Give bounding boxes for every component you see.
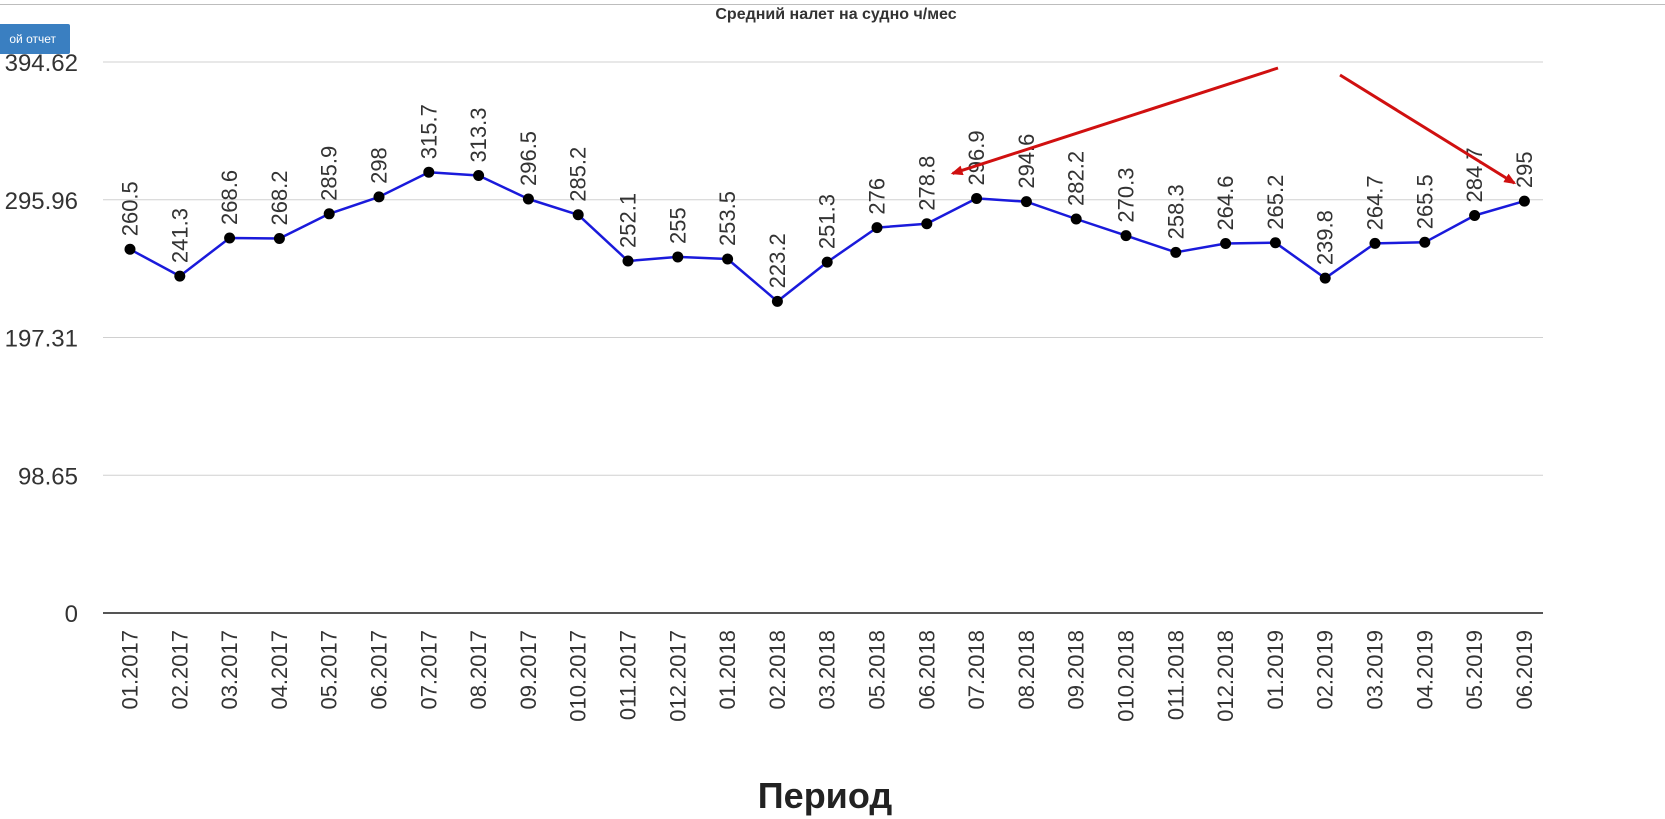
data-point [821, 256, 833, 268]
x-tick-label: 08.2017 [466, 630, 491, 710]
y-tick-label: 394.62 [5, 50, 78, 77]
data-label: 258.3 [1163, 184, 1188, 239]
y-tick-label: 98.65 [18, 463, 78, 490]
data-point [373, 191, 385, 203]
y-tick-label: 0 [65, 601, 78, 628]
data-point [1469, 209, 1481, 221]
data-label: 294.6 [1014, 134, 1039, 189]
data-label: 315.7 [416, 104, 441, 159]
x-tick-label: 09.2017 [516, 630, 541, 710]
data-point [672, 251, 684, 263]
data-point [522, 193, 534, 205]
data-point [1319, 272, 1331, 284]
x-tick-label: 09.2018 [1064, 630, 1089, 710]
data-point [323, 208, 335, 220]
data-label: 264.7 [1363, 175, 1388, 230]
data-label: 296.9 [964, 130, 989, 185]
x-tick-label: 011.2017 [616, 630, 641, 720]
x-tick-label: 01.2018 [715, 630, 740, 710]
data-point [971, 192, 983, 204]
data-point [273, 233, 285, 245]
data-point [174, 270, 186, 282]
data-label: 239.8 [1313, 210, 1338, 265]
annotation-arrow [1339, 73, 1517, 185]
data-label: 260.5 [118, 181, 143, 236]
data-point [1518, 195, 1530, 207]
x-tick-label: 04.2019 [1412, 630, 1437, 710]
data-point [921, 218, 933, 230]
data-point [1369, 237, 1381, 249]
x-tick-label: 03.2017 [217, 630, 242, 710]
data-label: 313.3 [466, 107, 491, 162]
data-label: 278.8 [914, 156, 939, 211]
x-tick-label: 06.2017 [367, 630, 392, 710]
data-label: 285.2 [566, 147, 591, 202]
x-tick-label: 010.2018 [1114, 630, 1139, 722]
x-tick-label: 03.2018 [815, 630, 840, 710]
data-point [124, 243, 136, 255]
data-label: 284.7 [1462, 147, 1487, 202]
data-label: 265.2 [1263, 175, 1288, 230]
top-rule [0, 4, 1665, 5]
data-label: 296.5 [516, 131, 541, 186]
data-point [1070, 213, 1082, 225]
data-label: 251.3 [815, 194, 840, 249]
data-point [423, 166, 435, 178]
x-tick-label: 08.2018 [1014, 630, 1039, 710]
data-point [1020, 196, 1032, 208]
x-tick-label: 06.2019 [1512, 630, 1537, 710]
x-tick-label: 07.2017 [416, 630, 441, 710]
annotation-arrow [950, 66, 1279, 176]
data-point [771, 295, 783, 307]
data-point [1269, 237, 1281, 249]
data-point [722, 253, 734, 265]
data-label: 253.5 [715, 191, 740, 246]
chart-title: Средний налет на судно ч/мес [715, 6, 956, 23]
x-tick-label: 03.2019 [1363, 630, 1388, 710]
data-label: 285.9 [317, 146, 342, 201]
data-point [473, 170, 485, 182]
data-label: 268.2 [267, 170, 292, 225]
y-tick-label: 197.31 [5, 326, 78, 353]
x-tick-label: 012.2018 [1213, 630, 1238, 722]
data-label: 241.3 [167, 208, 192, 263]
x-axis-title: Период [758, 775, 893, 816]
data-point [1220, 238, 1232, 250]
data-point [1120, 230, 1132, 242]
x-tick-label: 02.2018 [765, 630, 790, 710]
data-point [1170, 246, 1182, 258]
data-point [622, 255, 634, 267]
x-tick-label: 02.2019 [1313, 630, 1338, 710]
x-tick-label: 04.2017 [267, 630, 292, 710]
data-point [1419, 236, 1431, 248]
data-point [871, 222, 883, 234]
x-tick-label: 05.2019 [1462, 630, 1487, 710]
data-label: 298 [367, 147, 392, 184]
y-tick-label: 295.96 [5, 188, 78, 215]
data-label: 265.5 [1412, 174, 1437, 229]
data-label: 268.6 [217, 170, 242, 225]
data-label: 270.3 [1114, 168, 1139, 223]
x-tick-label: 05.2017 [317, 630, 342, 710]
data-label: 282.2 [1064, 151, 1089, 206]
x-tick-label: 05.2018 [865, 630, 890, 710]
data-label: 295 [1512, 151, 1537, 188]
data-point [224, 232, 236, 244]
data-label: 276 [865, 178, 890, 215]
data-label: 252.1 [616, 193, 641, 248]
data-label: 223.2 [765, 233, 790, 288]
data-label: 264.6 [1213, 175, 1238, 230]
x-tick-label: 012.2017 [665, 630, 690, 722]
data-label: 255 [665, 207, 690, 244]
report-button[interactable]: ой отчет [0, 24, 70, 54]
x-tick-label: 011.2018 [1163, 630, 1188, 720]
x-tick-label: 02.2017 [167, 630, 192, 710]
x-tick-label: 01.2017 [118, 630, 143, 710]
x-tick-label: 07.2018 [964, 630, 989, 710]
x-tick-label: 01.2019 [1263, 630, 1288, 710]
data-point [572, 209, 584, 221]
x-tick-label: 010.2017 [566, 630, 591, 722]
x-tick-label: 06.2018 [914, 630, 939, 710]
